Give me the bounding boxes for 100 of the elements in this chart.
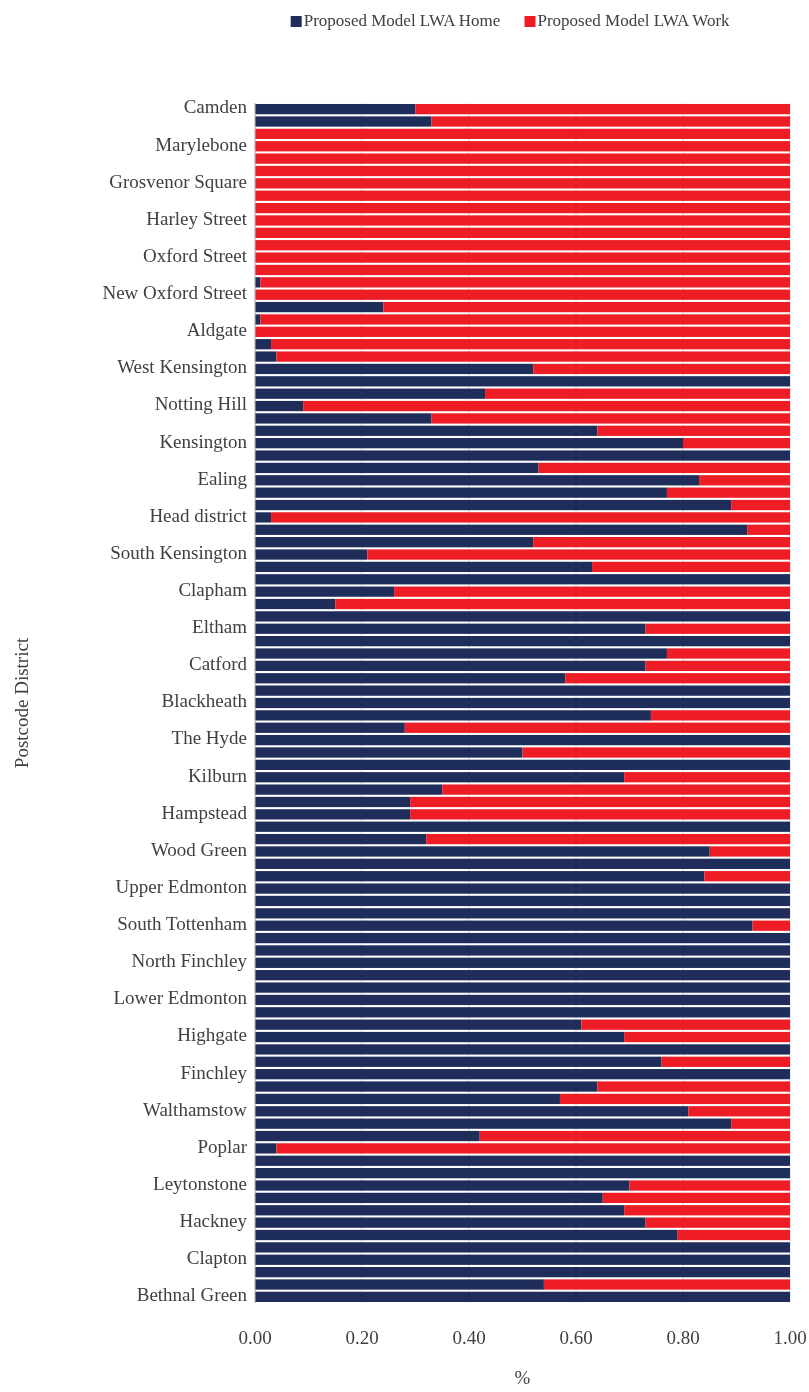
bar xyxy=(255,1242,790,1253)
bar xyxy=(410,809,790,820)
bar xyxy=(255,809,411,820)
bar xyxy=(255,796,411,808)
bar xyxy=(255,462,539,474)
bar xyxy=(624,1205,790,1216)
bar xyxy=(255,598,336,610)
bar xyxy=(255,660,646,672)
bar xyxy=(255,994,790,1006)
bar xyxy=(255,574,790,585)
bar xyxy=(276,351,790,362)
bar xyxy=(255,475,700,486)
bar xyxy=(666,648,790,659)
bar xyxy=(431,116,790,127)
bar xyxy=(255,1031,625,1043)
bar xyxy=(255,734,790,746)
bar xyxy=(255,685,790,696)
bar xyxy=(255,611,790,622)
bar xyxy=(255,178,790,189)
x-tick-label: 0.60 xyxy=(559,1327,593,1348)
bar xyxy=(255,1106,689,1117)
bar xyxy=(255,858,790,869)
bar xyxy=(255,1081,598,1092)
y-tick-label: Clapham xyxy=(178,579,248,601)
y-tick-label: Walthamstow xyxy=(142,1098,248,1120)
bar xyxy=(255,883,790,894)
bar xyxy=(255,153,790,164)
bar xyxy=(752,920,790,931)
bar xyxy=(255,920,753,931)
y-tick-label: Highgate xyxy=(177,1024,247,1046)
bar xyxy=(255,141,790,152)
bar xyxy=(255,450,790,461)
x-tick-label: 0.80 xyxy=(666,1327,700,1348)
x-tick-label: 0.20 xyxy=(345,1327,379,1348)
bar xyxy=(602,1192,790,1204)
bar xyxy=(565,673,790,684)
bar xyxy=(255,388,486,399)
bar xyxy=(704,871,790,882)
bar xyxy=(255,895,790,907)
y-tick-label: Eltham xyxy=(192,616,248,638)
bar xyxy=(255,1130,480,1142)
bar xyxy=(255,1056,662,1067)
y-tick-label: The Hyde xyxy=(171,727,247,749)
bar xyxy=(255,400,304,412)
bar xyxy=(255,648,667,659)
bar xyxy=(426,833,790,845)
bar xyxy=(255,1229,678,1241)
bar xyxy=(650,710,790,721)
y-tick-label: Wood Green xyxy=(150,838,248,860)
bar xyxy=(645,660,790,672)
bar xyxy=(543,1279,790,1290)
bar xyxy=(688,1106,790,1117)
bar xyxy=(276,1143,790,1154)
legend-label: Proposed Model LWA Home xyxy=(303,10,501,30)
bar xyxy=(255,116,432,127)
y-tick-label: Leytonstone xyxy=(153,1172,247,1194)
bar xyxy=(255,252,790,263)
bar xyxy=(485,388,790,399)
bar xyxy=(255,623,646,634)
y-tick-label: North Finchley xyxy=(131,950,248,972)
bar xyxy=(394,586,790,597)
bar xyxy=(255,821,790,832)
bar xyxy=(255,1267,790,1278)
y-tick-label: Poplar xyxy=(197,1135,248,1157)
bar xyxy=(731,499,790,511)
bar xyxy=(255,1168,790,1179)
bar xyxy=(255,326,790,337)
bar xyxy=(255,376,790,387)
bar xyxy=(597,425,790,436)
y-tick-label: Camden xyxy=(183,96,248,118)
bar xyxy=(255,351,277,362)
bar xyxy=(255,561,593,573)
bar xyxy=(255,215,790,226)
bar xyxy=(303,400,790,412)
bar xyxy=(415,103,790,115)
legend-label: Proposed Model LWA Work xyxy=(537,10,731,30)
y-tick-label: Kilburn xyxy=(187,764,248,786)
bar xyxy=(255,128,790,139)
bar xyxy=(533,537,790,548)
y-tick-label: New Oxford Street xyxy=(102,282,248,304)
y-tick-label: Hackney xyxy=(179,1210,248,1231)
y-tick-label: Blackheath xyxy=(161,690,248,712)
bar xyxy=(255,747,523,758)
bar xyxy=(335,598,790,610)
x-axis-title: % xyxy=(514,1367,531,1388)
bar xyxy=(255,945,790,956)
bar xyxy=(683,438,790,449)
bar xyxy=(255,425,598,436)
bar xyxy=(255,512,272,523)
bar xyxy=(255,759,790,770)
y-tick-label: Bethnal Green xyxy=(136,1284,248,1306)
bar xyxy=(255,957,790,968)
y-tick-label: South Kensington xyxy=(110,541,248,563)
bar xyxy=(255,908,790,919)
y-tick-label: Hampstead xyxy=(161,801,248,823)
y-tick-label: Lower Edmonton xyxy=(113,987,248,1009)
bar xyxy=(666,487,790,498)
bar xyxy=(255,1007,790,1018)
bar xyxy=(255,190,790,201)
bar xyxy=(255,549,368,560)
